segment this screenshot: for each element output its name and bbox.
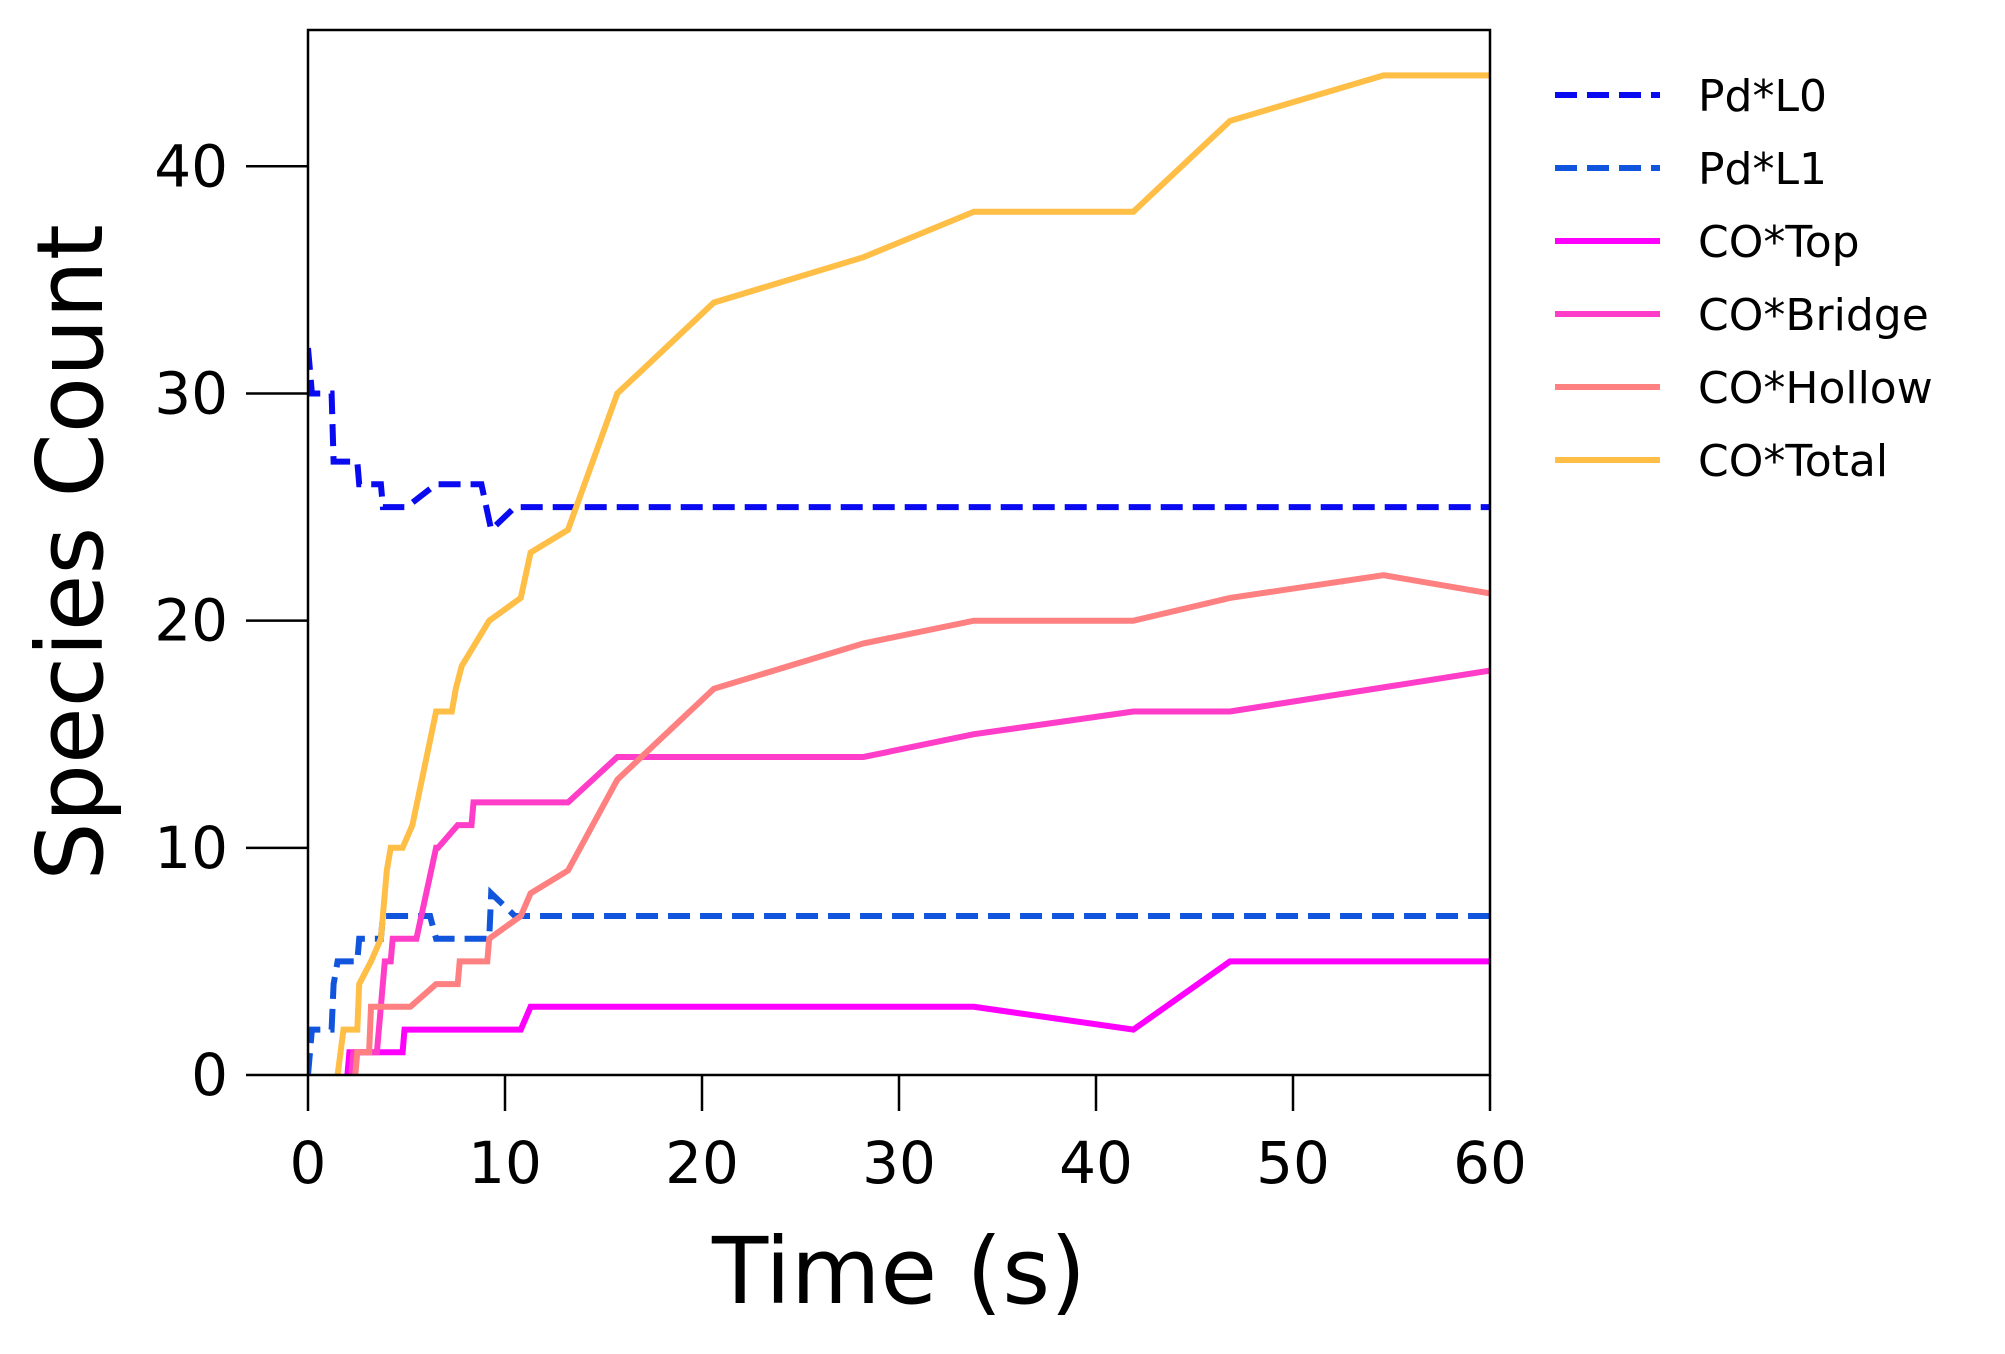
y-axis-title: Species Count bbox=[17, 224, 124, 881]
x-tick-label: 30 bbox=[862, 1129, 936, 1197]
y-tick-label: 10 bbox=[154, 814, 228, 882]
series-line-pd-l0 bbox=[308, 347, 1490, 536]
x-tick-label: 40 bbox=[1059, 1129, 1133, 1197]
series-line-pd-l1 bbox=[308, 886, 1490, 1075]
y-tick-label: 20 bbox=[154, 587, 228, 655]
series-line-co-total bbox=[334, 72, 1490, 1075]
x-axis-title: Time (s) bbox=[711, 1218, 1086, 1325]
legend-label: Pd*L1 bbox=[1698, 144, 1827, 195]
x-tick-label: 0 bbox=[290, 1129, 327, 1197]
x-tick-label: 20 bbox=[665, 1129, 739, 1197]
series-line-co-top bbox=[344, 958, 1490, 1075]
series-line-co-bridge bbox=[348, 667, 1490, 1075]
y-tick-label: 40 bbox=[154, 132, 228, 200]
x-tick-label: 60 bbox=[1453, 1129, 1527, 1197]
legend: Pd*L0 Pd*L1 CO*Top CO*Bridge CO*Hollow CO*Tot… bbox=[1555, 71, 1933, 487]
series-line-co-hollow bbox=[352, 572, 1490, 1075]
legend-label: Pd*L0 bbox=[1698, 71, 1827, 122]
y-tick-label: 0 bbox=[191, 1041, 228, 1109]
x-tick-label: 50 bbox=[1256, 1129, 1330, 1197]
x-tick-label: 10 bbox=[468, 1129, 542, 1197]
y-tick-label: 30 bbox=[154, 359, 228, 427]
plot-area bbox=[308, 72, 1490, 1075]
series-lines bbox=[308, 72, 1490, 1075]
legend-label: CO*Bridge bbox=[1698, 290, 1929, 341]
legend-label: CO*Top bbox=[1698, 217, 1860, 268]
legend-label: CO*Hollow bbox=[1698, 363, 1933, 414]
legend-label: CO*Total bbox=[1698, 436, 1888, 487]
axes: 0 10 20 30 40 50 60 0 10 20 30 40 bbox=[154, 28, 1527, 1197]
